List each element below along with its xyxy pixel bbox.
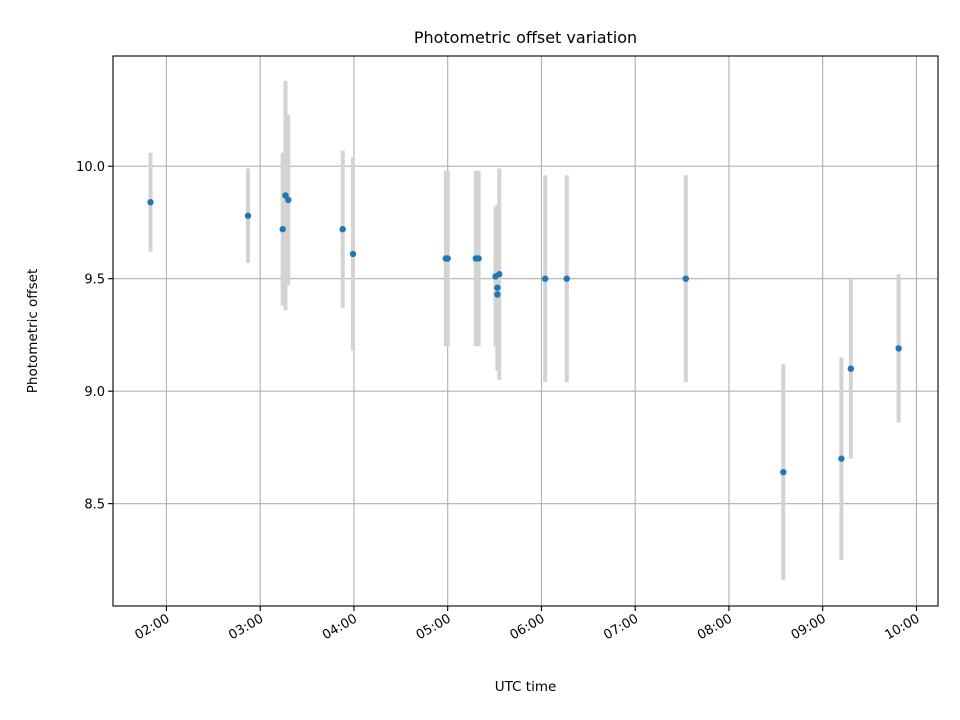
data-point: [496, 271, 503, 278]
data-point: [339, 226, 346, 233]
y-tick-label: 9.0: [84, 385, 105, 400]
data-point: [475, 255, 482, 262]
x-tick-label: 10:00: [882, 611, 922, 643]
y-tick-label: 9.5: [84, 273, 105, 288]
data-point: [494, 284, 501, 291]
y-tick-label: 10.0: [76, 160, 105, 175]
y-axis-label: Photometric offset: [25, 269, 41, 393]
data-point: [494, 291, 501, 298]
data-point: [838, 455, 845, 462]
x-tick-label: 09:00: [789, 611, 829, 643]
data-point: [349, 250, 357, 258]
data-point: [285, 196, 292, 204]
y-axis: 8.5 9.0 9.5 10.0: [76, 160, 113, 513]
data-point: [895, 345, 902, 352]
x-tick-label: 06:00: [507, 611, 547, 643]
x-axis: 02:00 03:00 04:00 05:00 06:00 07:00 08:00 09:00…: [132, 606, 922, 643]
data-point: [444, 255, 451, 262]
data-point: [244, 212, 252, 219]
data-point: [847, 365, 855, 372]
data-point: [780, 468, 787, 476]
data-point: [279, 226, 286, 233]
data-point: [147, 199, 154, 206]
error-bars: [148, 80, 901, 581]
data-point: [682, 275, 690, 282]
x-tick-label: 04:00: [320, 611, 360, 643]
x-tick-label: 02:00: [132, 611, 172, 643]
x-tick-label: 05:00: [414, 611, 454, 643]
x-tick-label: 07:00: [601, 611, 641, 643]
x-axis-label: UTC time: [495, 679, 557, 695]
x-tick-label: 08:00: [695, 611, 735, 643]
data-points: [147, 192, 902, 476]
chart-title: Photometric offset variation: [414, 28, 637, 47]
data-point: [541, 275, 549, 282]
grid: [113, 56, 938, 606]
data-point: [563, 275, 570, 282]
plot-frame: [112, 55, 939, 607]
y-tick-label: 8.5: [84, 498, 105, 513]
x-tick-label: 03:00: [226, 611, 266, 643]
